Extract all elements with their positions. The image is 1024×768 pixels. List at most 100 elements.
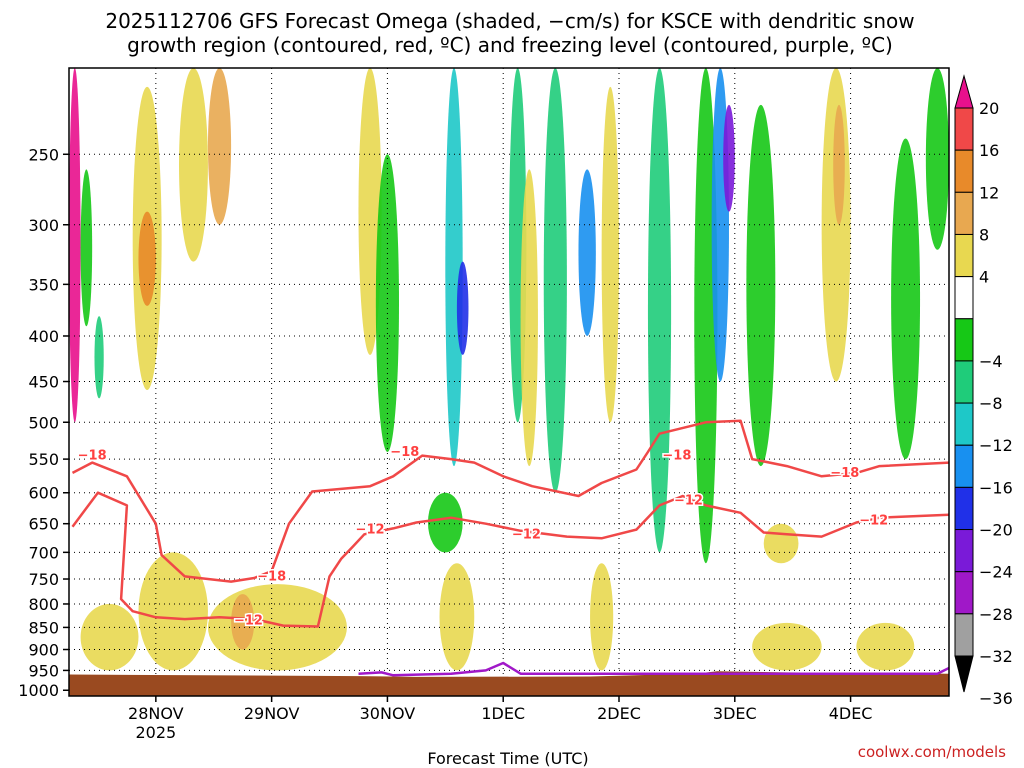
- omega-shade-13: [543, 68, 567, 493]
- x-tick-label-4: 2DEC: [597, 704, 641, 723]
- y-tick-label-700: 700: [28, 543, 59, 562]
- colorbar-label-4: 4: [979, 268, 989, 287]
- colorbar: 20 16 12 8 4 −4 −8 −12 −16 −20 −24 −28 −32 −36: [954, 74, 1013, 708]
- colorbar-label-9: −20: [979, 521, 1013, 540]
- omega-shade-1: [80, 169, 93, 327]
- x-tick-label-1: 29NOV: [244, 704, 300, 723]
- omega-shade-0: [69, 68, 81, 423]
- omega-shade-33: [856, 622, 915, 671]
- y-tick-label-450: 450: [28, 373, 59, 392]
- omega-shade-10: [456, 261, 469, 355]
- contour-label--18C-0: −18: [78, 449, 107, 464]
- omega-shade-2: [94, 316, 104, 399]
- y-tick-label-250: 250: [28, 145, 59, 164]
- contour-line--18C: [71, 419, 949, 583]
- omega-shade-30: [439, 563, 475, 671]
- omega-shade-20: [746, 104, 776, 467]
- omega-shade-27: [207, 584, 347, 671]
- omega-shade-23: [891, 138, 921, 460]
- x-axis-label: Forecast Time (UTC): [427, 749, 588, 768]
- colorbar-top-arrow: [954, 74, 974, 109]
- colorbar-label-7: −12: [979, 436, 1013, 455]
- y-tick-label-350: 350: [28, 275, 59, 294]
- colorbar-label-10: −24: [979, 563, 1013, 582]
- omega-shade-26: [138, 552, 208, 671]
- omega-shade-19: [723, 104, 735, 212]
- colorbar-bin-12: [954, 571, 974, 615]
- omega-shade-31: [590, 563, 614, 671]
- colorbar-bin-11: [954, 529, 974, 573]
- chart-title-line-1: 2025112706 GFS Forecast Omega (shaded, −…: [105, 9, 914, 33]
- axes: 250 300 350 400 450 500 550 600 650 700 750 800 850 9…: [18, 67, 950, 742]
- colorbar-label-8: −16: [979, 478, 1013, 497]
- colorbar-bin-4: [954, 233, 974, 278]
- colorbar-bin-9: [954, 444, 974, 488]
- colorbar-label-11: −28: [979, 605, 1013, 624]
- y-tick-label-500: 500: [28, 413, 59, 432]
- colorbar-bin-6: [954, 318, 974, 362]
- credit-text: coolwx.com/models: [858, 743, 1006, 761]
- y-tick-label-900: 900: [28, 641, 59, 660]
- omega-shade-28: [231, 594, 255, 650]
- plot-inner: −18 −18 −18 −18 −18 −12 −12 −12 −12 −12: [69, 68, 949, 696]
- y-tick-label-600: 600: [28, 484, 59, 503]
- colorbar-label-2: 12: [979, 183, 999, 202]
- contour-label--12C-1: −12: [512, 527, 541, 542]
- y-tick-label-1000: 1000: [18, 681, 59, 700]
- contour-label--12C-4: −12: [234, 614, 263, 629]
- colorbar-bottom-arrow: [954, 655, 974, 693]
- omega-shade-17: [694, 68, 718, 564]
- y-tick-label-650: 650: [28, 515, 59, 534]
- colorbar-label-6: −8: [979, 394, 1003, 413]
- omega-shade-15: [601, 86, 619, 423]
- terrain-fill: [69, 671, 949, 696]
- contour-label--18C-4: −18: [257, 569, 286, 584]
- colorbar-bin-1: [954, 107, 974, 151]
- colorbar-label-13: −36: [979, 689, 1013, 708]
- x-tick-label-0: 28NOV: [128, 704, 184, 723]
- colorbar-bin-2: [954, 149, 974, 193]
- x-tick-label-3: 1DEC: [481, 704, 525, 723]
- colorbar-label-12: −32: [979, 647, 1013, 666]
- contour-label--12C-2: −12: [674, 493, 703, 508]
- contour-label--18C-2: −18: [662, 449, 691, 464]
- contour-label--18C-3: −18: [830, 466, 859, 481]
- x-tick-sublabel-0: 2025: [135, 723, 176, 742]
- colorbar-bin-7: [954, 360, 974, 404]
- omega-shade-34: [763, 523, 799, 564]
- omega-shade-32: [752, 622, 822, 671]
- colorbar-label-0: 20: [979, 99, 999, 118]
- omega-shade-7: [358, 68, 382, 355]
- colorbar-bin-10: [954, 486, 974, 531]
- y-tick-label-400: 400: [28, 327, 59, 346]
- omega-shade-4: [138, 211, 156, 306]
- omega-shade-22: [833, 104, 845, 225]
- y-tick-label-950: 950: [28, 661, 59, 680]
- colorbar-bin-5: [954, 276, 974, 320]
- y-tick-label-850: 850: [28, 618, 59, 637]
- contour-line--12C: [71, 491, 949, 628]
- omega-shade-9: [445, 68, 463, 467]
- omega-shade-24: [925, 68, 949, 250]
- omega-shade-5: [179, 68, 208, 262]
- omega-shade-12: [520, 169, 538, 467]
- omega-shade-6: [207, 68, 232, 225]
- y-tick-label-800: 800: [28, 595, 59, 614]
- x-tick-label-2: 30NOV: [360, 704, 416, 723]
- plot-area: −18 −18 −18 −18 −18 −12 −12 −12 −12 −12: [69, 68, 949, 696]
- x-tick-label-6: 4DEC: [829, 704, 873, 723]
- colorbar-label-3: 8: [979, 225, 989, 244]
- y-tick-label-550: 550: [28, 450, 59, 469]
- colorbar-bin-13: [954, 613, 974, 657]
- contour-label--12C-0: −12: [356, 523, 385, 538]
- chart-title-line-2: growth region (contoured, red, ºC) and f…: [127, 33, 893, 57]
- colorbar-bin-8: [954, 402, 974, 446]
- omega-shade-25: [80, 603, 139, 671]
- contour-label--12C-3: −12: [859, 514, 888, 529]
- contour-line-freezing: [358, 661, 949, 677]
- omega-shade-29: [427, 492, 463, 553]
- colorbar-bin-3: [954, 191, 974, 235]
- omega-shade-14: [578, 169, 596, 336]
- y-tick-label-300: 300: [28, 216, 59, 235]
